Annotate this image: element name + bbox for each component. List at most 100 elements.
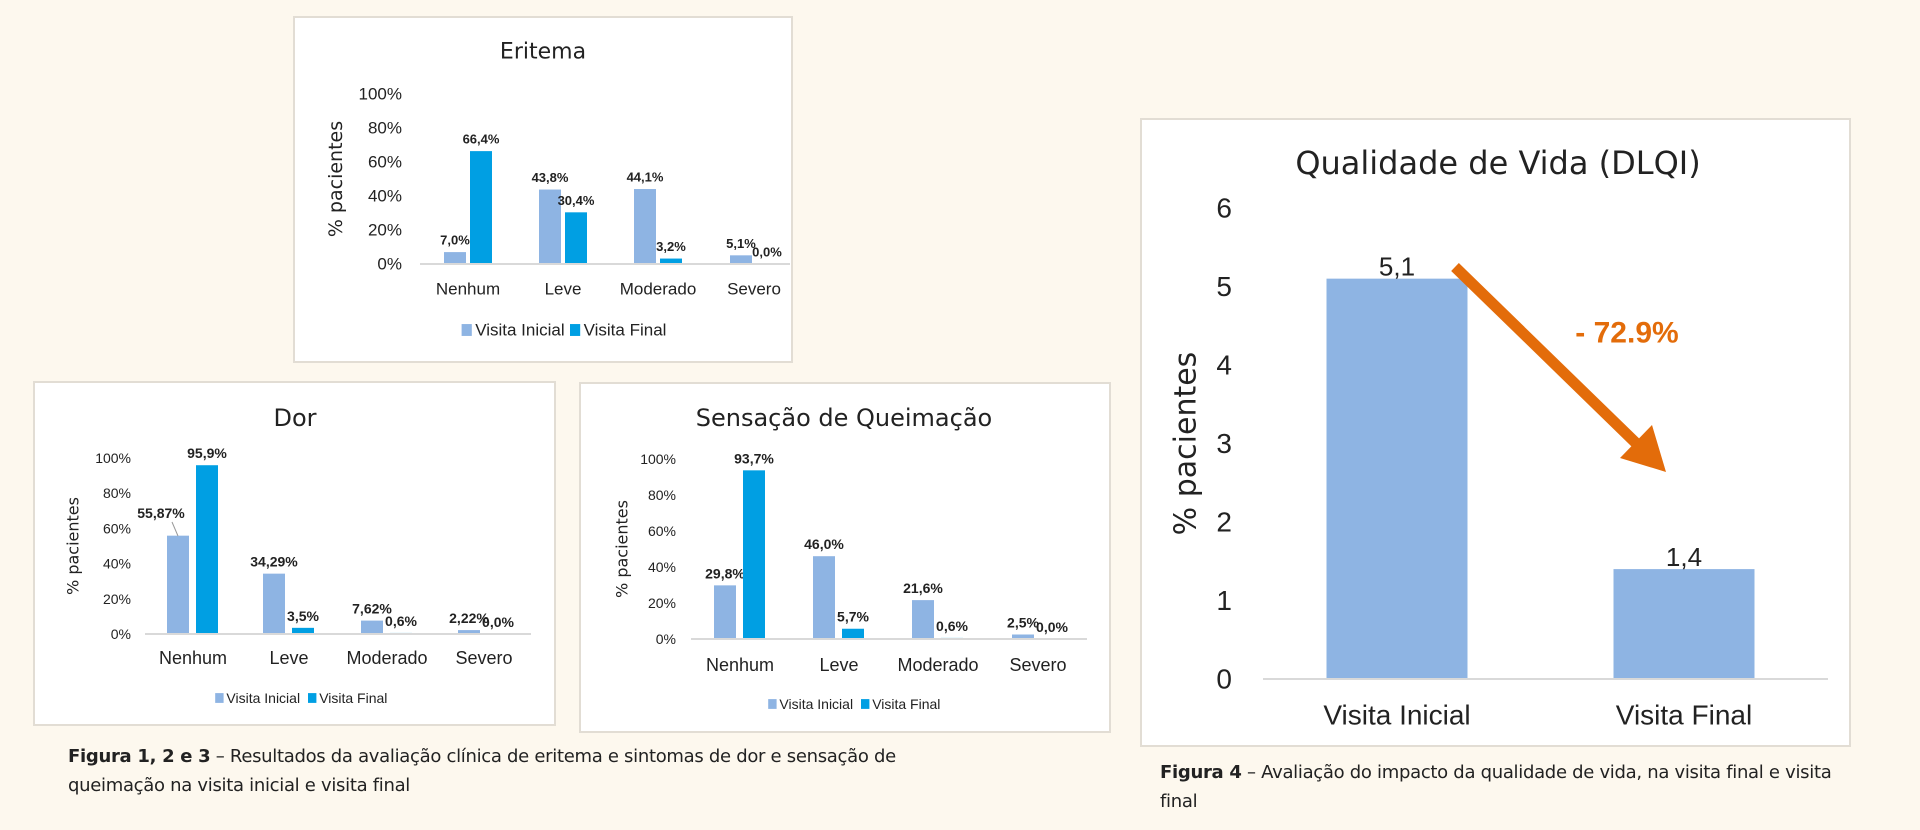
data-label: 44,1% bbox=[627, 170, 664, 185]
y-tick-label: 0% bbox=[111, 626, 131, 642]
x-tick-label: Moderado bbox=[897, 655, 978, 675]
y-tick-label: 60% bbox=[368, 153, 402, 172]
data-label: 7,62% bbox=[352, 601, 392, 617]
data-label: 5,1 bbox=[1379, 252, 1415, 282]
data-label: 1,4 bbox=[1666, 542, 1702, 572]
data-label: 30,4% bbox=[558, 193, 595, 208]
bar bbox=[912, 600, 934, 639]
legend-label: Visita Final bbox=[584, 321, 667, 340]
y-tick-label: 1 bbox=[1216, 585, 1232, 616]
legend-swatch bbox=[215, 693, 224, 703]
chart-dlqi: Qualidade de Vida (DLQI) 0 1 2 3 4 5 6 % pacient… bbox=[1140, 118, 1851, 747]
caption-label: Figura 4 bbox=[1160, 762, 1242, 783]
bar bbox=[660, 258, 682, 264]
data-label: 29,8% bbox=[705, 565, 745, 581]
data-label: 0,6% bbox=[936, 618, 968, 634]
bar bbox=[634, 189, 656, 264]
legend-label: Visita Final bbox=[319, 690, 387, 706]
chart-eritema: Eritema 0% 20% 40% 60% 80% 100% % pacientes 7,0%… bbox=[293, 16, 793, 363]
y-tick-label: 100% bbox=[359, 85, 402, 104]
legend-label: Visita Inicial bbox=[475, 321, 564, 340]
decrease-arrow-head bbox=[1620, 425, 1666, 472]
x-tick-label: Moderado bbox=[620, 280, 697, 299]
legend-swatch bbox=[768, 699, 777, 709]
x-tick-label: Nenhum bbox=[159, 648, 227, 668]
data-label: 0,0% bbox=[1036, 619, 1068, 635]
chart-frame bbox=[579, 382, 1111, 733]
legend-swatch bbox=[461, 324, 472, 336]
bar bbox=[842, 628, 864, 639]
bar bbox=[196, 465, 218, 634]
data-label: 46,0% bbox=[804, 536, 844, 552]
y-tick-label: 80% bbox=[648, 487, 676, 503]
data-label: 43,8% bbox=[532, 170, 569, 185]
y-axis-label: % pacientes bbox=[1169, 352, 1204, 536]
y-tick-label: 0 bbox=[1216, 664, 1232, 695]
chart-title: Eritema bbox=[500, 40, 586, 65]
x-tick-label: Severo bbox=[455, 648, 512, 668]
chart-title: Sensação de Queimação bbox=[696, 404, 992, 432]
x-tick-label: Nenhum bbox=[706, 655, 774, 675]
bar bbox=[813, 556, 835, 639]
chart-title: Qualidade de Vida (DLQI) bbox=[1295, 144, 1700, 182]
x-tick-label: Severo bbox=[1009, 655, 1066, 675]
x-tick-label: Visita Inicial bbox=[1323, 700, 1470, 731]
data-label: 3,2% bbox=[656, 239, 686, 254]
x-tick-label: Nenhum bbox=[436, 280, 500, 299]
bar bbox=[444, 252, 466, 264]
y-tick-label: 40% bbox=[103, 556, 131, 572]
bar bbox=[539, 189, 561, 264]
label-leader-line bbox=[171, 521, 179, 537]
x-tick-label: Leve bbox=[819, 655, 858, 675]
y-tick-label: 20% bbox=[103, 591, 131, 607]
data-label: 3,5% bbox=[287, 608, 319, 624]
caption-text: – Avaliação do impacto da qualidade de v… bbox=[1160, 762, 1832, 812]
x-tick-label: Severo bbox=[727, 280, 781, 299]
figure-1-2-3-caption: Figura 1, 2 e 3 – Resultados da avaliaçã… bbox=[68, 742, 968, 800]
bar bbox=[1613, 569, 1755, 679]
y-tick-label: 3 bbox=[1216, 428, 1232, 459]
data-label: 34,29% bbox=[250, 554, 298, 570]
y-tick-label: 5 bbox=[1216, 271, 1232, 302]
bar bbox=[1012, 634, 1034, 639]
x-tick-label: Visita Final bbox=[1616, 700, 1752, 731]
bar bbox=[714, 585, 736, 639]
y-tick-label: 0% bbox=[377, 255, 402, 274]
bar bbox=[263, 573, 285, 634]
data-label: 0,0% bbox=[752, 245, 782, 260]
data-label: 0,6% bbox=[385, 613, 417, 629]
x-tick-label: Moderado bbox=[346, 648, 427, 668]
x-tick-label: Leve bbox=[269, 648, 308, 668]
caption-label: Figura 1, 2 e 3 bbox=[68, 746, 211, 767]
x-tick-label: Leve bbox=[545, 280, 582, 299]
data-label: 5,1% bbox=[726, 236, 756, 251]
data-label: 0,0% bbox=[482, 614, 514, 630]
bar bbox=[292, 627, 314, 634]
y-axis-label: % pacientes bbox=[325, 121, 347, 237]
legend-swatch bbox=[861, 699, 870, 709]
bar bbox=[458, 630, 480, 634]
legend-label: Visita Inicial bbox=[226, 690, 300, 706]
data-label: 5,7% bbox=[837, 609, 869, 625]
chart-title: Dor bbox=[273, 404, 316, 432]
data-label: 2,22% bbox=[449, 610, 489, 626]
y-axis-label: % pacientes bbox=[613, 500, 632, 598]
y-tick-label: 80% bbox=[103, 485, 131, 501]
y-tick-label: 60% bbox=[103, 520, 131, 536]
data-label: 93,7% bbox=[734, 450, 774, 466]
y-tick-label: 20% bbox=[368, 221, 402, 240]
bar bbox=[743, 470, 765, 639]
bar bbox=[167, 535, 189, 634]
reduction-annotation: - 72.9% bbox=[1575, 317, 1678, 350]
data-label: 55,87% bbox=[137, 505, 185, 521]
figure-4-caption: Figura 4 – Avaliação do impacto da quali… bbox=[1160, 758, 1860, 816]
bar bbox=[730, 255, 752, 264]
y-tick-label: 80% bbox=[368, 119, 402, 138]
chart-queimacao: Sensação de Queimação 0% 20% 40% 60% 80% 100%%… bbox=[579, 382, 1111, 733]
data-label: 7,0% bbox=[440, 233, 470, 248]
bar bbox=[565, 212, 587, 264]
bar bbox=[361, 620, 383, 634]
y-axis-label: % pacientes bbox=[64, 497, 83, 595]
y-tick-label: 100% bbox=[95, 450, 131, 466]
